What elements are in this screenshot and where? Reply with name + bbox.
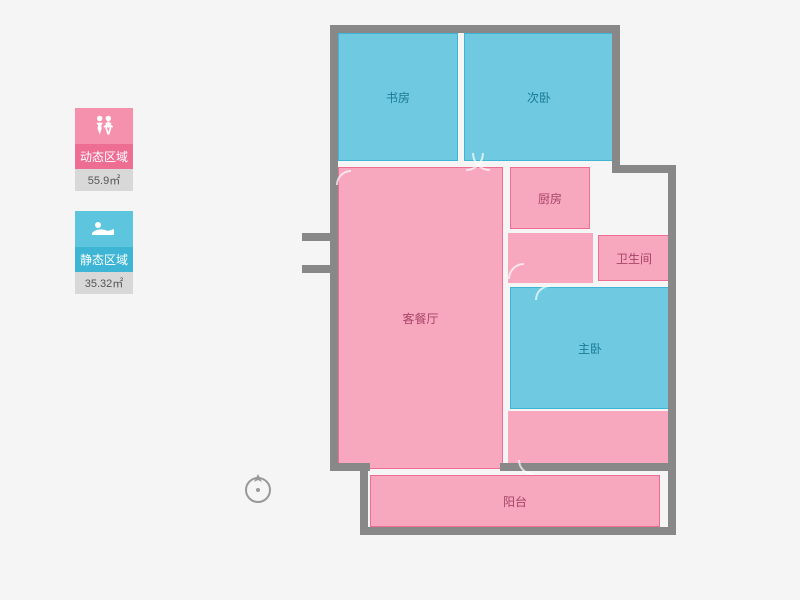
wall [612, 25, 620, 170]
room-master-bedroom: 主卧 [510, 287, 670, 409]
dynamic-zone-icon [75, 108, 133, 144]
wall [330, 25, 338, 470]
room-kitchen-label: 厨房 [538, 190, 562, 207]
wall [330, 25, 620, 33]
dynamic-zone-label: 动态区域 [75, 144, 133, 169]
room-balcony-label: 阳台 [503, 493, 527, 510]
wall-notch [302, 233, 330, 273]
wall [668, 165, 676, 535]
room-second-bedroom: 次卧 [464, 33, 614, 161]
room-kitchen: 厨房 [510, 167, 590, 229]
room-living-dining-label: 客餐厅 [402, 310, 438, 327]
wall [612, 165, 675, 173]
legend-dynamic: 动态区域 55.9㎡ [75, 108, 133, 191]
wall [360, 527, 676, 535]
room-study-label: 书房 [386, 89, 410, 106]
room-living-dining: 客餐厅 [338, 167, 503, 469]
floorplan: 书房 次卧 客餐厅 厨房 卫生间 主卧 阳台 [330, 25, 700, 570]
room-bathroom: 卫生间 [598, 235, 670, 281]
static-zone-icon [75, 211, 133, 247]
room-study: 书房 [338, 33, 458, 161]
room-second-bedroom-label: 次卧 [527, 89, 551, 106]
room-bathroom-label: 卫生间 [616, 250, 652, 267]
room-master-bedroom-label: 主卧 [578, 340, 602, 357]
static-zone-label: 静态区域 [75, 247, 133, 272]
room-balcony: 阳台 [370, 475, 660, 527]
compass-icon [240, 470, 276, 511]
dynamic-zone-value: 55.9㎡ [75, 169, 133, 191]
wall [360, 463, 368, 533]
legend-panel: 动态区域 55.9㎡ 静态区域 35.32㎡ [75, 108, 133, 314]
legend-static: 静态区域 35.32㎡ [75, 211, 133, 294]
static-zone-value: 35.32㎡ [75, 272, 133, 294]
